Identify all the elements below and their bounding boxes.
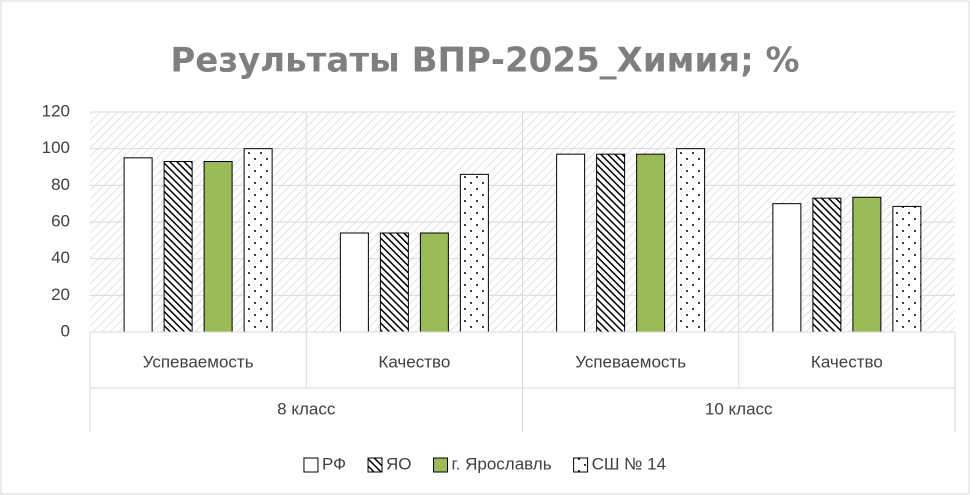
legend-label: ЯО bbox=[386, 454, 412, 473]
bar bbox=[556, 153, 586, 333]
bar bbox=[852, 196, 882, 333]
legend-swatch bbox=[433, 457, 449, 473]
legend-label: г. Ярославль bbox=[452, 454, 552, 473]
bar bbox=[892, 205, 922, 333]
group-label: 8 класс bbox=[277, 399, 336, 418]
y-tick-label: 120 bbox=[42, 101, 70, 120]
x-tick-label: Качество bbox=[378, 352, 450, 371]
bar bbox=[203, 161, 233, 333]
bar bbox=[596, 153, 626, 333]
x-tick-label: Успеваемость bbox=[143, 352, 254, 371]
legend-label: СШ № 14 bbox=[592, 454, 666, 473]
bar bbox=[419, 232, 449, 333]
bar bbox=[339, 232, 369, 333]
group-label: 10 класс bbox=[705, 399, 773, 418]
y-tick-label: 40 bbox=[51, 248, 70, 267]
y-tick-label: 100 bbox=[42, 138, 70, 157]
x-tick-label: Успеваемость bbox=[575, 352, 686, 371]
x-tick-label: Качество bbox=[811, 352, 883, 371]
legend-swatch bbox=[367, 457, 383, 473]
bar bbox=[123, 157, 153, 333]
bar bbox=[636, 153, 666, 333]
y-tick-label: 0 bbox=[61, 321, 70, 340]
y-tick-label: 20 bbox=[51, 285, 70, 304]
legend-swatch bbox=[573, 457, 589, 473]
bar bbox=[379, 232, 409, 333]
bar bbox=[163, 161, 193, 333]
y-tick-label: 60 bbox=[51, 211, 70, 230]
bar bbox=[812, 197, 842, 333]
bar bbox=[243, 148, 273, 333]
legend-swatch bbox=[303, 457, 319, 473]
y-tick-label: 80 bbox=[51, 175, 70, 194]
bar bbox=[772, 203, 802, 333]
chart-title: Результаты ВПР-2025_Химия; % bbox=[170, 41, 799, 81]
bar bbox=[676, 148, 706, 333]
bar bbox=[459, 173, 489, 333]
legend-label: РФ bbox=[322, 454, 346, 473]
